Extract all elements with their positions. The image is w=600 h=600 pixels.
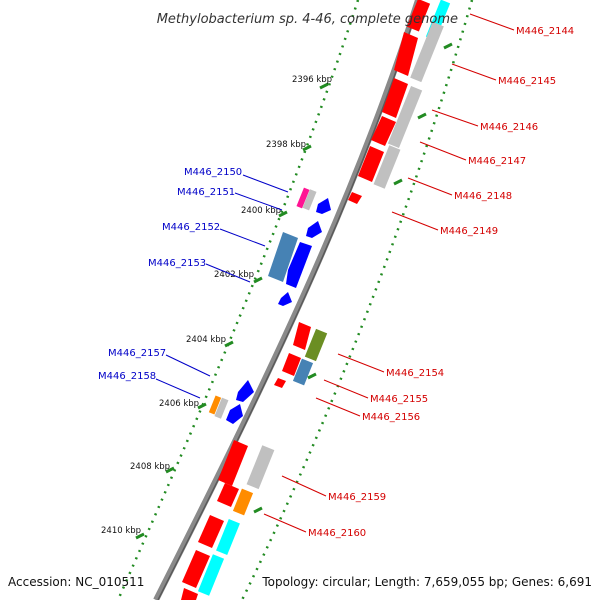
forward-genes: [181, 0, 451, 600]
gene-arrow-2160[interactable]: [217, 483, 239, 507]
gene-label-2157[interactable]: M446_2157: [108, 348, 166, 359]
gene-arrow-2159[interactable]: [218, 440, 248, 486]
gene-arrow-2154[interactable]: [293, 322, 311, 350]
gene-label-2146[interactable]: M446_2146: [480, 122, 538, 133]
gene-arrow-2153[interactable]: [286, 242, 312, 288]
gene-arrow-2150[interactable]: [296, 187, 310, 209]
gene-arrow-steelblue[interactable]: [292, 358, 314, 386]
gene-arrow-gray-2159[interactable]: [246, 445, 275, 490]
topology-text: Topology: circular; Length: 7,659,055 bp…: [261, 575, 592, 589]
forward-track: [240, 0, 474, 600]
tick-label-2396: 2396 kbp: [292, 75, 332, 85]
tick-label-2400: 2400 kbp: [241, 206, 281, 216]
gene-arrow-blue-c[interactable]: [278, 292, 292, 306]
gene-label-2160[interactable]: M446_2160: [308, 528, 366, 539]
gene-arrow-2147[interactable]: [371, 116, 396, 146]
gene-label-2155[interactable]: M446_2155: [370, 394, 428, 405]
gene-arrow-gray-top[interactable]: [410, 21, 444, 83]
leader-lines: [155, 13, 515, 533]
gene-arrow-cyan-a[interactable]: [216, 518, 240, 556]
gene-label-2144[interactable]: M446_2144: [516, 26, 574, 37]
accession-text: Accession: NC_010511: [8, 575, 144, 589]
gene-arrow-2148[interactable]: [358, 146, 384, 182]
gene-label-2150[interactable]: M446_2150: [184, 167, 242, 178]
gene-arrow-2157[interactable]: [208, 395, 222, 415]
tick-label-2410: 2410 kbp: [101, 526, 141, 536]
gene-arrow-2151[interactable]: [316, 198, 331, 214]
gene-labels: M446_2144 M446_2145 M446_2146 M446_2147 …: [98, 26, 574, 539]
gene-label-2152[interactable]: M446_2152: [162, 222, 220, 233]
gene-label-2159[interactable]: M446_2159: [328, 492, 386, 503]
gene-label-2156[interactable]: M446_2156: [362, 412, 420, 423]
genome-backbone-inner: [157, 0, 421, 600]
gene-arrow-red-a[interactable]: [198, 515, 224, 548]
diagram-title: Methylobacterium sp. 4-46, complete geno…: [157, 12, 458, 27]
gene-arrow-red-c[interactable]: [181, 588, 198, 600]
gene-arrow-2158[interactable]: [226, 404, 243, 424]
gene-arrow-blue-d[interactable]: [236, 380, 254, 402]
genome-backbone: [153, 0, 421, 600]
gene-arrow-2144[interactable]: [406, 0, 431, 32]
gene-arrow-gray-2148[interactable]: [373, 145, 401, 189]
gene-arrow-blue-b[interactable]: [306, 221, 322, 238]
gene-arrow-2152[interactable]: [268, 232, 298, 282]
gene-arrow-gray-2157[interactable]: [214, 397, 229, 419]
reverse-genes: [208, 187, 331, 424]
tick-marks: [135, 42, 453, 540]
gene-arrow-gray-2147[interactable]: [387, 86, 423, 148]
gene-arrow-cyan-b[interactable]: [197, 554, 225, 596]
gene-arrow-2155[interactable]: [282, 353, 301, 376]
reverse-track: [116, 0, 360, 600]
tick-label-2408: 2408 kbp: [130, 462, 170, 472]
gene-arrow-2146[interactable]: [382, 78, 408, 118]
gene-arrow-orange[interactable]: [232, 488, 254, 516]
gene-arrow-2149[interactable]: [348, 192, 362, 204]
gene-label-2149[interactable]: M446_2149: [440, 226, 498, 237]
gene-arrow-2145[interactable]: [394, 32, 418, 76]
tick-label-2406: 2406 kbp: [159, 399, 199, 409]
gene-arrow-olive[interactable]: [304, 328, 328, 362]
gene-label-2158[interactable]: M446_2158: [98, 371, 156, 382]
gene-label-2148[interactable]: M446_2148: [454, 191, 512, 202]
gene-label-2153[interactable]: M446_2153: [148, 258, 206, 269]
gene-label-2145[interactable]: M446_2145: [498, 76, 556, 87]
gene-arrow-gray-2150[interactable]: [302, 189, 317, 211]
gene-label-2154[interactable]: M446_2154: [386, 368, 444, 379]
gene-arrow-red-b[interactable]: [182, 550, 210, 588]
gene-arrow-2156[interactable]: [274, 378, 286, 388]
tick-label-2398: 2398 kbp: [266, 140, 306, 150]
tick-label-2404: 2404 kbp: [186, 335, 226, 345]
gene-label-2147[interactable]: M446_2147: [468, 156, 526, 167]
gene-label-2151[interactable]: M446_2151: [177, 187, 235, 198]
